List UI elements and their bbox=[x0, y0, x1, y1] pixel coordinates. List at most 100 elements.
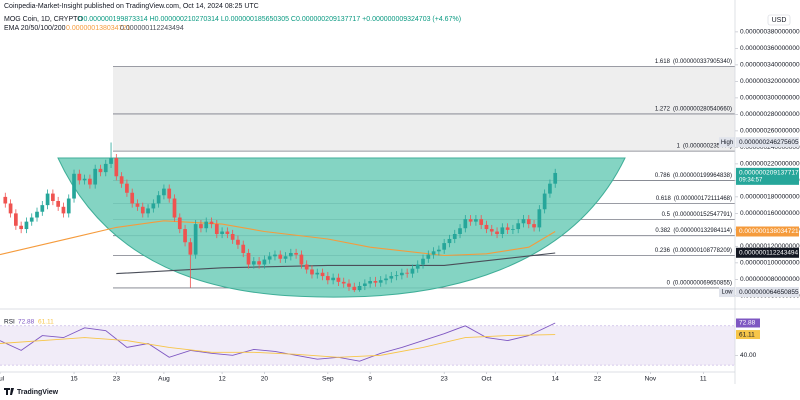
candle-body bbox=[288, 252, 293, 257]
price-badge-label: 0.000000112243494 bbox=[739, 249, 799, 256]
candle-body bbox=[553, 172, 558, 184]
candle-body bbox=[172, 198, 177, 218]
candle-body bbox=[474, 219, 478, 222]
y-tick-label: 0.000000360000000 bbox=[740, 45, 800, 52]
candle-body bbox=[82, 178, 87, 181]
candle-body bbox=[426, 254, 431, 259]
candle-body bbox=[14, 213, 18, 226]
candle-body bbox=[352, 286, 357, 291]
fib-level-label: 0.786 bbox=[655, 173, 671, 179]
currency-button[interactable] bbox=[767, 14, 791, 26]
fib-value-label: (0.000000280540660) bbox=[673, 107, 732, 113]
x-tick-label: 15 bbox=[70, 376, 78, 383]
published-line: Coinpedia-Market-Insight published on Tr… bbox=[4, 3, 259, 10]
rsi-line bbox=[0, 334, 556, 358]
foreground-layer: Jul 15 23 Aug 12 20 Sep 9 23 Oct 14 22 Nov 11 0.000000… bbox=[0, 29, 800, 383]
fib-level-label: 0.5 bbox=[662, 212, 671, 218]
fib-value-label: (0.000000069650855) bbox=[673, 280, 732, 286]
fib-level-label: 1 bbox=[677, 144, 681, 150]
fib-level-label: 0.236 bbox=[655, 248, 671, 254]
price-badge-label: 0.000000209137717 bbox=[739, 170, 799, 177]
y-tick-label: 0.000000260000000 bbox=[740, 128, 800, 135]
candle-body bbox=[331, 277, 335, 281]
footer-brand: TradingView bbox=[17, 389, 59, 396]
price-badge-label: 0.000000138034721 bbox=[739, 228, 799, 235]
candle-body bbox=[140, 206, 145, 214]
fib-value-label: (0.000000108778209) bbox=[673, 248, 732, 254]
candle-body bbox=[125, 183, 129, 193]
y-tick-label: 0.000000280000000 bbox=[740, 111, 800, 118]
rsi-badge bbox=[736, 330, 760, 340]
y-tick-label: 0.000000180000000 bbox=[740, 194, 800, 201]
candle-body bbox=[130, 192, 135, 204]
candle-body bbox=[384, 278, 388, 281]
candle-body bbox=[135, 203, 140, 207]
price-badge bbox=[736, 287, 799, 298]
x-tick-label: 12 bbox=[218, 376, 226, 383]
candle-body bbox=[24, 221, 29, 230]
price-badge bbox=[736, 137, 799, 148]
candle-body bbox=[119, 176, 124, 184]
candle-body bbox=[405, 272, 410, 274]
candle-body bbox=[363, 283, 367, 286]
y-tick-label: 0.000000080000000 bbox=[740, 276, 800, 283]
ema-legend: EMA 20/50/100/200 bbox=[4, 25, 66, 32]
rsi-band bbox=[0, 325, 735, 366]
candle-body bbox=[437, 249, 441, 252]
candle-body bbox=[500, 227, 505, 235]
candle-body bbox=[341, 281, 346, 284]
ema-line bbox=[116, 252, 556, 275]
candle-body bbox=[431, 251, 436, 255]
ema-value: 0.000000138034721 bbox=[66, 25, 130, 32]
candle-body bbox=[40, 205, 45, 212]
candle-body bbox=[526, 219, 531, 225]
candle-body bbox=[389, 276, 394, 279]
candle-body bbox=[193, 224, 198, 255]
candle-body bbox=[468, 219, 473, 222]
candle-body bbox=[315, 272, 320, 275]
candle-body bbox=[548, 183, 552, 194]
x-tick-label: Nov bbox=[645, 376, 657, 383]
candle-body bbox=[310, 269, 314, 275]
candle-body bbox=[183, 229, 187, 243]
x-tick-label: Aug bbox=[158, 376, 170, 383]
candle-body bbox=[199, 224, 203, 229]
candle-body bbox=[304, 264, 309, 270]
candle-body bbox=[93, 168, 98, 185]
y-tick-label: 0.000000220000000 bbox=[740, 161, 800, 168]
candle-body bbox=[320, 272, 325, 277]
rsi-badge-label: 72.88 bbox=[739, 320, 756, 327]
candle-body bbox=[373, 281, 378, 283]
candle-body bbox=[204, 221, 209, 229]
x-tick-label: 14 bbox=[552, 376, 560, 383]
fib-level-label: 0.382 bbox=[655, 228, 671, 234]
fib-level-label: 0 bbox=[667, 280, 671, 286]
candle-body bbox=[484, 224, 489, 230]
x-tick-label: Sep bbox=[322, 376, 334, 383]
fib-value-label: (0.000000132984114) bbox=[673, 228, 732, 234]
candle-body bbox=[3, 196, 8, 204]
candle-body bbox=[29, 217, 34, 222]
candle-body bbox=[421, 258, 425, 265]
candle-body bbox=[109, 158, 113, 164]
candle-body bbox=[151, 203, 156, 209]
y-tick-label: 0.000000340000000 bbox=[740, 62, 800, 69]
candle-body bbox=[8, 203, 13, 214]
candle-body bbox=[505, 227, 510, 230]
currency[interactable]: USD bbox=[772, 17, 787, 24]
candle-body bbox=[267, 256, 272, 260]
y-tick-label: 0.000000240000000 bbox=[740, 144, 800, 151]
candle-body bbox=[35, 211, 39, 218]
candle-body bbox=[45, 193, 50, 206]
candle-body bbox=[220, 231, 224, 235]
y-tick-label: 0.000000120000000 bbox=[740, 243, 800, 250]
candle-body bbox=[521, 219, 526, 224]
candle-body bbox=[88, 178, 92, 185]
candle-body bbox=[537, 209, 542, 228]
price-badge-tag: 09:34:57 bbox=[739, 177, 763, 183]
ema-line bbox=[0, 220, 556, 257]
candle-body bbox=[452, 234, 457, 239]
candle-body bbox=[299, 254, 304, 265]
fib-value-label: (0.000000337905340) bbox=[673, 59, 732, 65]
